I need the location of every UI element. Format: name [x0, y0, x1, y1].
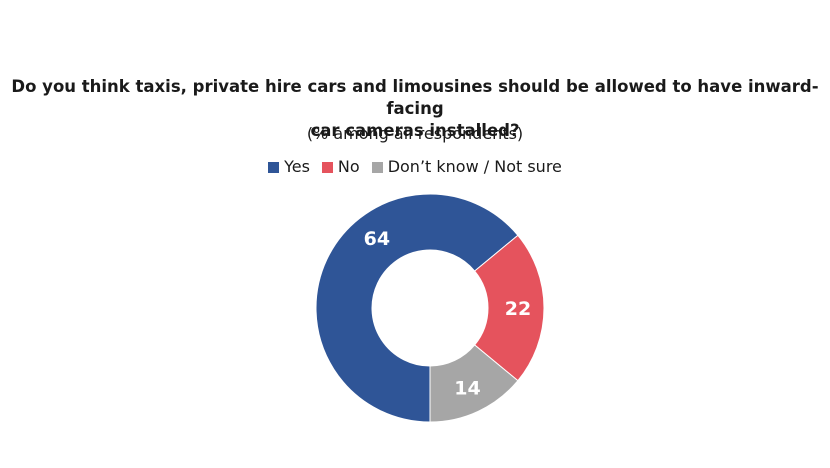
legend-label-no: No — [337, 157, 360, 176]
legend-swatch-dont-know — [371, 161, 383, 173]
data-label-yes: 64 — [364, 228, 390, 250]
data-label-dont-know: 14 — [454, 378, 480, 400]
chart-subtitle: (% among all respondents) — [306, 124, 524, 143]
legend-item-no: No — [321, 156, 360, 178]
legend-swatch-yes — [268, 161, 280, 173]
data-label-no: 22 — [505, 298, 531, 320]
chart-legend: Yes No Don’t know / Not sure — [0, 156, 830, 178]
legend-item-yes: Yes — [268, 156, 310, 178]
legend-label-dont-know: Don’t know / Not sure — [387, 157, 562, 176]
donut-slice-no — [473, 234, 545, 382]
legend-item-dont-know: Don’t know / Not sure — [371, 156, 562, 178]
chart-title: Do you think taxis, private hire cars an… — [0, 76, 830, 142]
chart-title-line-1: Do you think taxis, private hire cars an… — [11, 77, 819, 118]
legend-swatch-no — [321, 161, 333, 173]
donut-slice-dont-know — [429, 344, 519, 423]
donut-slice-yes — [315, 193, 519, 423]
chart-title-line-2: car cameras installed? — [310, 121, 520, 140]
legend-label-yes: Yes — [284, 157, 310, 176]
